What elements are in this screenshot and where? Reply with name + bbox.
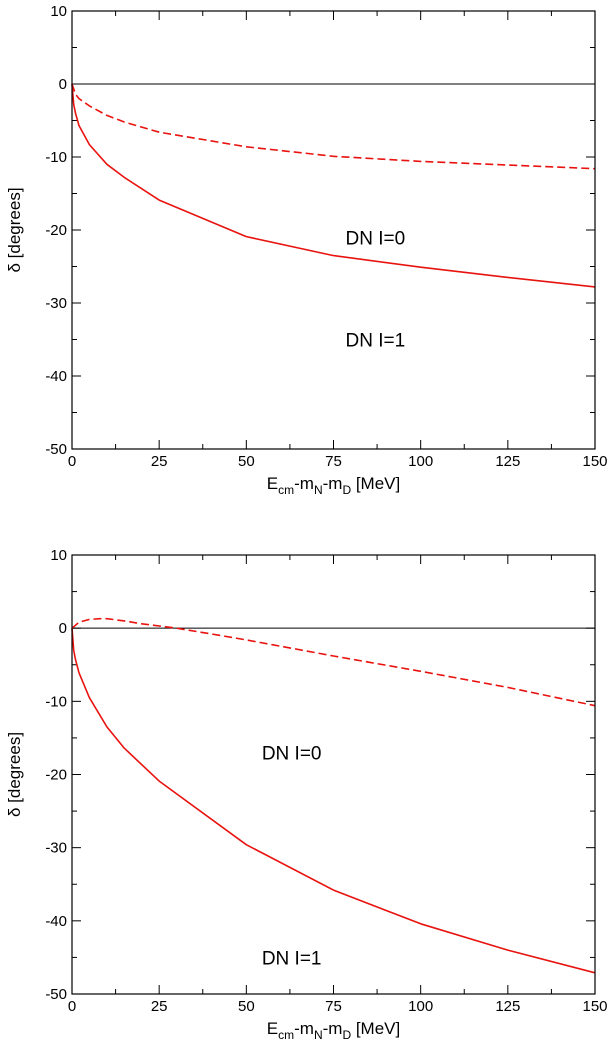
x-tick-label: 100 [408, 998, 433, 1015]
curve-label: DN I=0 [346, 228, 406, 249]
y-tick-label: 10 [50, 547, 67, 564]
series-line-dashed [71, 83, 596, 170]
x-tick-label: 25 [151, 998, 168, 1015]
y-tick-label: -10 [45, 693, 67, 710]
y-tick-label: 10 [50, 3, 67, 20]
plot-frame [71, 10, 596, 450]
x-axis-label: Ecm-mN-mD [MeV] [267, 1019, 400, 1042]
y-axis-label: δ [degrees] [5, 732, 24, 817]
x-tick-label: 0 [68, 453, 76, 470]
y-tick-label: -20 [45, 222, 67, 239]
series-line-dashed [71, 617, 596, 707]
y-tick-label: 0 [59, 76, 67, 93]
y-tick-label: -20 [45, 767, 67, 784]
x-tick-label: 100 [408, 453, 433, 470]
x-axis-label: Ecm-mN-mD [MeV] [267, 474, 400, 497]
y-tick-label: -40 [45, 368, 67, 385]
y-tick-label: -50 [45, 986, 67, 1003]
x-tick-label: 25 [151, 453, 168, 470]
y-tick-label: -10 [45, 149, 67, 166]
series-line-solid [71, 83, 596, 288]
x-tick-label: 150 [582, 453, 607, 470]
x-tick-label: 50 [238, 453, 255, 470]
x-tick-label: 150 [582, 998, 607, 1015]
y-tick-label: -40 [45, 913, 67, 930]
x-tick-label: 0 [68, 998, 76, 1015]
x-tick-label: 125 [495, 453, 520, 470]
series-line-solid [71, 628, 596, 974]
curve-label: DN I=0 [262, 744, 322, 765]
x-tick-label: 75 [325, 998, 342, 1015]
y-tick-label: -30 [45, 840, 67, 857]
x-tick-label: 125 [495, 998, 520, 1015]
y-tick-label: 0 [59, 620, 67, 637]
y-axis-label: δ [degrees] [5, 187, 24, 272]
curve-label: DN I=1 [262, 948, 322, 969]
x-tick-label: 50 [238, 998, 255, 1015]
y-tick-label: -30 [45, 295, 67, 312]
y-tick-label: -50 [45, 441, 67, 458]
x-tick-label: 75 [325, 453, 342, 470]
plot-frame [71, 554, 596, 995]
curve-label: DN I=1 [346, 331, 406, 352]
